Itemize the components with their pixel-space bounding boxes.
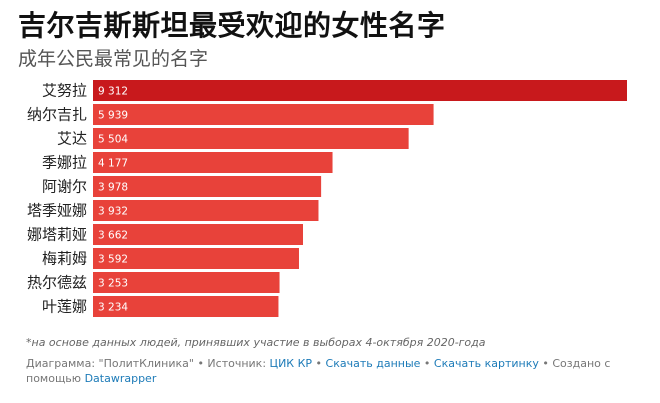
category-label: 阿谢尔 bbox=[42, 178, 87, 196]
chart-subtitle: 成年公民最常见的名字 bbox=[18, 48, 209, 70]
bar bbox=[93, 176, 322, 197]
category-label: 热尔德兹 bbox=[27, 274, 87, 292]
category-label: 梅莉姆 bbox=[42, 250, 87, 268]
value-label: 4 177 bbox=[98, 158, 128, 170]
bar bbox=[93, 152, 333, 173]
value-label: 3 234 bbox=[98, 302, 128, 314]
category-label: 艾努拉 bbox=[42, 82, 87, 100]
category-label: 艾达 bbox=[57, 130, 87, 148]
category-label: 纳尔吉扎 bbox=[27, 106, 87, 124]
footer-separator: • bbox=[312, 357, 326, 370]
download-image-link[interactable]: Скачать картинку bbox=[433, 357, 539, 370]
category-label: 季娜拉 bbox=[42, 154, 87, 172]
value-label: 5 504 bbox=[98, 134, 128, 146]
bar bbox=[93, 224, 303, 245]
bar bbox=[93, 200, 319, 221]
footer-separator: • bbox=[420, 357, 434, 370]
chart-footer: Диаграмма: "ПолитКлиника" • Источник: ЦИ… bbox=[26, 356, 636, 386]
value-label: 3 253 bbox=[98, 278, 128, 290]
bar bbox=[93, 272, 280, 293]
footnote: *на основе данных людей, принявших участ… bbox=[26, 336, 486, 349]
bar-chart: 艾努拉 9 312 纳尔吉扎 5 939 艾达 5 504 季娜拉 4 177 阿谢尔 3 978… bbox=[27, 80, 627, 317]
value-label: 3 932 bbox=[98, 206, 128, 218]
bar bbox=[93, 128, 409, 149]
bar bbox=[93, 80, 627, 101]
value-label: 3 978 bbox=[98, 182, 128, 194]
chart-title: 吉尔吉斯斯坦最受欢迎的女性名字 bbox=[18, 9, 446, 42]
value-label: 3 592 bbox=[98, 254, 128, 266]
category-label: 塔季娅娜 bbox=[27, 202, 87, 220]
download-data-link[interactable]: Скачать данные bbox=[325, 357, 421, 370]
datawrapper-link[interactable]: Datawrapper bbox=[84, 372, 157, 385]
bar bbox=[93, 104, 434, 125]
value-label: 9 312 bbox=[98, 86, 128, 98]
bar bbox=[93, 296, 279, 317]
value-label: 5 939 bbox=[98, 110, 128, 122]
source-link[interactable]: ЦИК КР bbox=[269, 357, 313, 370]
footer-suffix: • Создано с помощью bbox=[26, 357, 611, 385]
value-label: 3 662 bbox=[98, 230, 128, 242]
bar bbox=[93, 248, 299, 269]
category-label: 娜塔莉娅 bbox=[27, 226, 87, 244]
footer-prefix: Диаграмма: "ПолитКлиника" • Источник: bbox=[26, 357, 270, 370]
category-label: 叶莲娜 bbox=[42, 298, 87, 316]
